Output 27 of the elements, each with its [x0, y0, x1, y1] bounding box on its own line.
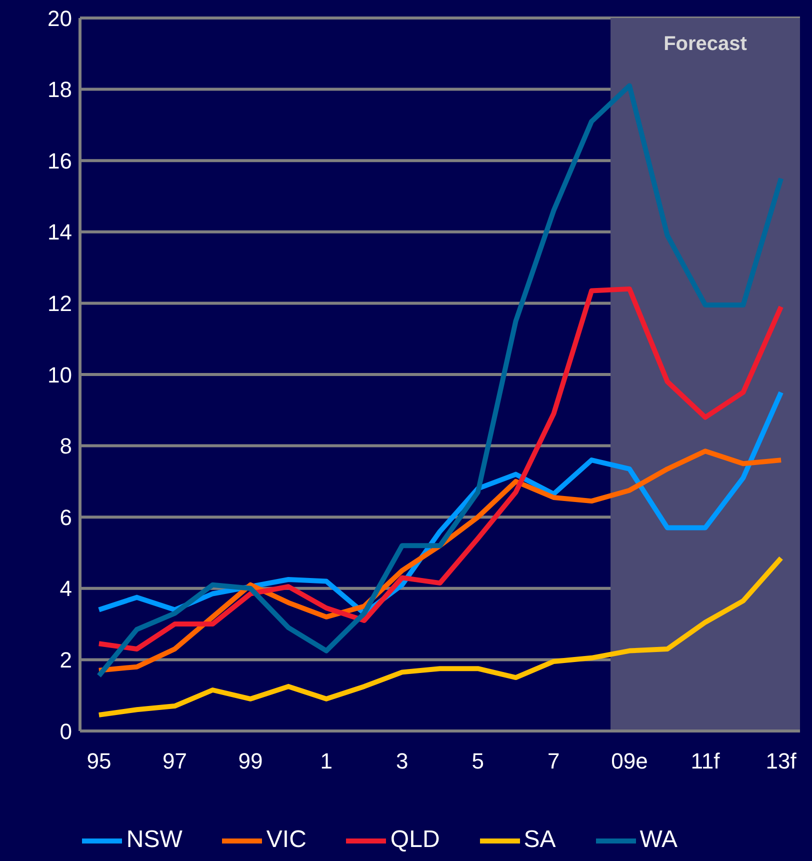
x-tick-label: 97	[162, 748, 187, 774]
y-tick-label: 4	[60, 576, 72, 602]
x-tick-label: 3	[396, 748, 408, 774]
x-tick-label: 95	[86, 748, 112, 774]
band-label: Forecast	[664, 33, 748, 56]
legend-label: SA	[524, 826, 556, 854]
y-tick-label: 20	[48, 6, 72, 31]
x-tick-label: 5	[472, 748, 484, 774]
y-tick-label: 2	[60, 648, 72, 673]
y-tick-label: 16	[48, 148, 72, 174]
legend-label: QLD	[390, 826, 440, 854]
x-tick-label: 09e	[611, 748, 648, 774]
y-tick-label: 8	[60, 434, 72, 459]
y-tick-label: 0	[60, 718, 72, 744]
legend-label: VIC	[266, 826, 306, 854]
x-tick-label: 99	[238, 748, 263, 774]
y-tick-label: 18	[48, 77, 72, 102]
x-tick-label: 1	[320, 748, 332, 774]
x-tick-label: 11f	[690, 748, 721, 774]
x-tick-label: 7	[548, 748, 560, 774]
y-tick-label: 6	[60, 504, 72, 530]
y-tick-label: 10	[48, 362, 72, 388]
legend-label: NSW	[126, 826, 182, 854]
legend-label: WA	[640, 826, 678, 854]
x-tick-label: 13f	[766, 748, 798, 774]
y-tick-label: 14	[48, 220, 72, 245]
y-tick-label: 12	[48, 291, 72, 316]
